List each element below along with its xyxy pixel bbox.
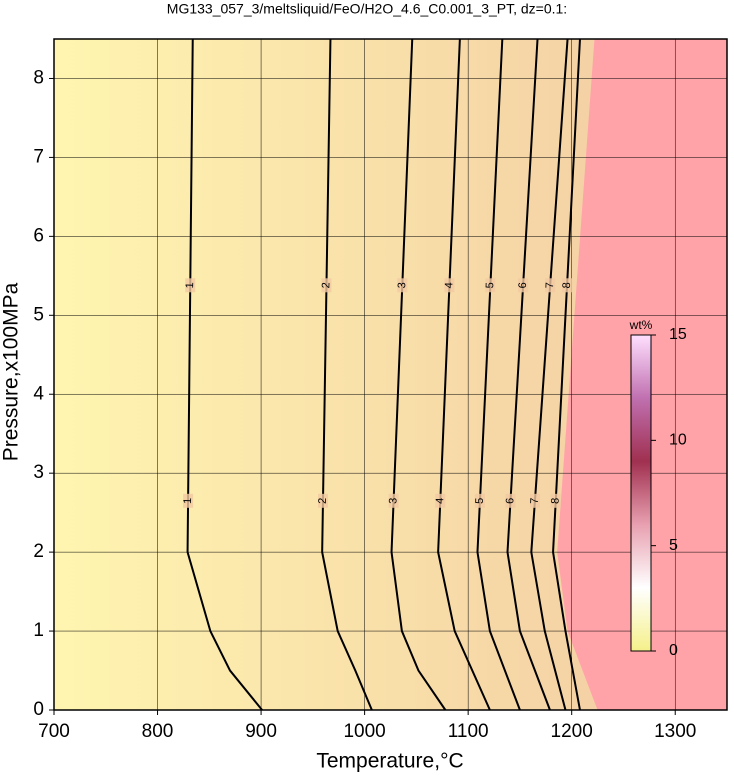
chart-title: MG133_057_3/meltsliquid/FeO/H2O_4.6_C0.0… — [167, 1, 567, 17]
contour-line — [390, 38, 447, 711]
colorbar-tick-label: 15 — [669, 326, 687, 343]
x-tick-label: 800 — [142, 721, 174, 742]
contour-label-bg — [185, 278, 196, 293]
colorbar-label: wt% — [629, 318, 653, 332]
x-tick-label: 1100 — [448, 721, 489, 742]
contour-label: 6 — [504, 498, 516, 505]
contour-label-bg — [388, 493, 399, 508]
contour-label-bg — [505, 493, 516, 508]
contour-label: 2 — [320, 282, 332, 289]
y-axis-label: Pressure,x100MPa — [0, 282, 23, 461]
contour-line — [437, 38, 491, 711]
contour-label-bg — [474, 493, 485, 508]
contour-label: 1 — [184, 282, 196, 289]
contour-label-bg — [444, 278, 455, 293]
x-tick-label: 1300 — [654, 721, 696, 742]
y-tick-label: 4 — [33, 383, 44, 404]
colorbar-tick-label: 0 — [669, 642, 678, 659]
y-tick-label: 3 — [33, 462, 44, 483]
contour-label: 3 — [387, 498, 399, 505]
contour-label-bg — [317, 493, 328, 508]
contour-label: 7 — [544, 282, 556, 289]
y-tick-label: 2 — [33, 541, 44, 562]
contour-label: 6 — [517, 282, 529, 289]
plot-frame — [53, 38, 728, 711]
contour-label-bg — [435, 493, 446, 508]
contour-label-bg — [485, 278, 496, 293]
contour-label: 8 — [550, 498, 562, 505]
x-tick-label: 1000 — [343, 721, 385, 742]
contour-label: 5 — [474, 498, 486, 505]
x-tick-label: 1200 — [551, 721, 593, 742]
contour-label-bg — [529, 493, 540, 508]
contour-label: 5 — [484, 282, 496, 289]
contour-label: 2 — [317, 498, 329, 505]
contour-line — [552, 38, 581, 711]
contour-line — [186, 38, 263, 711]
contour-line — [506, 38, 551, 711]
y-tick-label: 7 — [33, 146, 44, 167]
contour-label-bg — [183, 493, 194, 508]
contour-label-bg — [545, 278, 556, 293]
x-tick-label: 700 — [38, 721, 70, 742]
contour-line — [321, 38, 373, 711]
contour-label: 8 — [561, 282, 573, 289]
contour-label: 7 — [529, 498, 541, 505]
colorbar-tick-label: 5 — [669, 537, 678, 554]
colorbar-tick-label: 10 — [669, 432, 687, 449]
contour-label: 4 — [434, 498, 446, 505]
contour-label: 4 — [443, 282, 455, 289]
contour-label-bg — [562, 278, 573, 293]
y-tick-label: 8 — [33, 67, 44, 88]
contour-label: 3 — [396, 282, 408, 289]
x-tick-label: 900 — [245, 721, 277, 742]
x-axis-label: Temperature,°C — [316, 750, 463, 773]
contour-line — [476, 38, 521, 711]
contour-label-bg — [550, 493, 561, 508]
contour-line — [530, 38, 569, 711]
colorbar — [630, 334, 652, 652]
contour-label-bg — [321, 278, 332, 293]
contour-label: 1 — [182, 498, 194, 505]
y-tick-label: 0 — [33, 699, 44, 720]
y-tick-label: 1 — [33, 620, 44, 641]
contour-label-bg — [518, 278, 529, 293]
y-tick-label: 6 — [33, 225, 44, 246]
contour-label-bg — [397, 278, 408, 293]
y-tick-label: 5 — [33, 304, 44, 325]
